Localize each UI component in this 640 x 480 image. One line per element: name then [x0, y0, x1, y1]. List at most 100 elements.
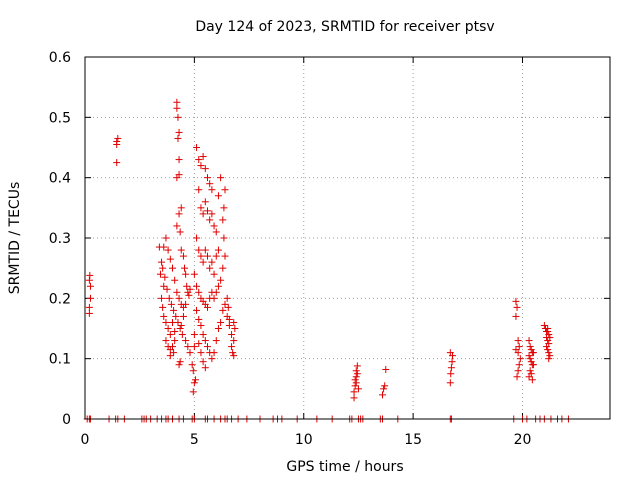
data-point [230, 318, 238, 326]
data-point [197, 204, 205, 212]
data-point [546, 334, 554, 342]
data-point [217, 318, 225, 326]
data-point [185, 291, 193, 299]
data-point [229, 349, 237, 357]
data-point [381, 382, 389, 390]
data-point [170, 349, 178, 357]
data-point [193, 306, 201, 314]
data-point [199, 258, 207, 266]
y-tick-label: 0.5 [49, 110, 71, 126]
data-point [448, 358, 456, 366]
data-point [183, 282, 191, 290]
data-point [162, 318, 170, 326]
data-point [212, 337, 220, 345]
data-point [173, 222, 181, 230]
data-point [228, 331, 236, 339]
data-point [164, 246, 172, 254]
x-tick-label: 20 [514, 432, 532, 448]
data-point [164, 325, 172, 332]
data-point [529, 361, 537, 369]
data-point [214, 325, 222, 332]
data-point [380, 385, 388, 393]
data-point [352, 373, 360, 381]
data-point [85, 303, 93, 311]
data-point [446, 349, 454, 357]
data-point [175, 210, 183, 218]
y-tick-label: 0.6 [49, 50, 71, 66]
data-point [159, 264, 167, 272]
y-tick-label: 0 [62, 412, 71, 428]
data-point [197, 252, 205, 260]
data-point [525, 373, 533, 381]
data-point [171, 276, 179, 284]
data-point [190, 379, 198, 387]
data-point [182, 300, 190, 308]
data-point [353, 362, 361, 370]
y-tick-label: 0.1 [49, 352, 71, 368]
data-point [174, 134, 182, 142]
data-point [186, 349, 194, 357]
data-point [188, 361, 196, 369]
chart-title: Day 124 of 2023, SRMTID for receiver pts… [195, 19, 494, 35]
data-point [163, 285, 171, 293]
data-point [351, 376, 359, 384]
data-point [174, 113, 182, 121]
data-point [173, 98, 181, 106]
data-points [83, 98, 572, 423]
data-point [160, 282, 168, 290]
data-point [86, 294, 94, 302]
y-tick-label: 0.2 [49, 291, 71, 307]
data-point [114, 134, 122, 142]
data-point [513, 373, 521, 381]
data-point [206, 180, 214, 188]
data-point [210, 349, 218, 357]
data-point [160, 243, 168, 251]
data-point [230, 352, 238, 360]
data-point [195, 246, 203, 254]
data-point [214, 192, 222, 200]
data-point [173, 288, 181, 296]
x-tick-label: 0 [81, 432, 90, 448]
data-point [526, 355, 534, 363]
data-point [526, 367, 534, 375]
data-point [512, 312, 520, 320]
data-point [201, 337, 209, 345]
data-point [181, 264, 189, 272]
data-point [166, 331, 174, 339]
data-point [446, 379, 454, 387]
data-point [175, 156, 183, 164]
data-point [160, 312, 168, 320]
data-point [230, 337, 238, 345]
data-point [166, 352, 174, 360]
data-point [190, 331, 198, 339]
data-point [220, 204, 228, 212]
data-point [225, 315, 233, 323]
data-point [113, 137, 121, 145]
data-point [212, 228, 220, 236]
data-point [201, 364, 209, 372]
data-point [206, 216, 214, 224]
data-point [184, 343, 192, 351]
data-point [214, 246, 222, 254]
data-point [526, 343, 534, 351]
data-point [199, 358, 207, 366]
data-point [528, 376, 536, 384]
data-point [447, 370, 455, 378]
data-point [197, 162, 205, 170]
data-point [204, 207, 211, 215]
data-point [159, 303, 167, 311]
data-point [525, 337, 533, 345]
data-point [86, 271, 94, 279]
plot-frame [84, 56, 611, 420]
data-point [220, 234, 228, 242]
data-point [191, 376, 199, 384]
data-point [176, 358, 184, 366]
data-point [514, 367, 522, 375]
data-point [175, 294, 183, 302]
data-point [177, 246, 185, 254]
data-point [178, 331, 186, 339]
data-point [540, 321, 548, 329]
data-point [221, 186, 229, 194]
data-point [219, 306, 227, 314]
data-point [525, 352, 533, 360]
